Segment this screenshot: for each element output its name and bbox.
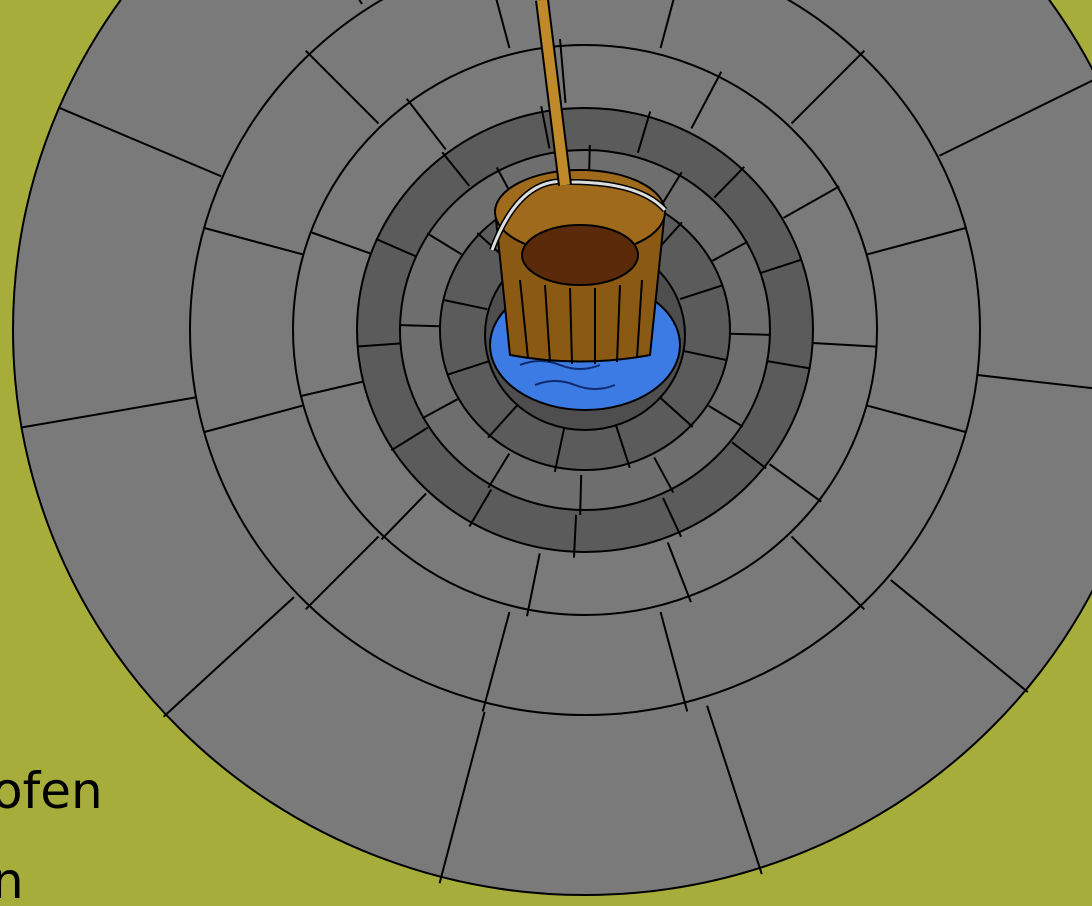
- caption-line: n: [0, 852, 24, 906]
- page: {"scene": {"caption_lines": ["ofen", "n"…: [0, 0, 1092, 906]
- stone-joint: [730, 334, 770, 335]
- stone-joint: [400, 325, 440, 326]
- bucket-contents: [522, 225, 638, 285]
- caption-line: ofen: [0, 762, 103, 820]
- body: ofen n (() => { const data = JSON.parse(…: [0, 0, 1092, 906]
- well-scene: ofen n: [0, 0, 1092, 906]
- stone-joint: [580, 475, 581, 515]
